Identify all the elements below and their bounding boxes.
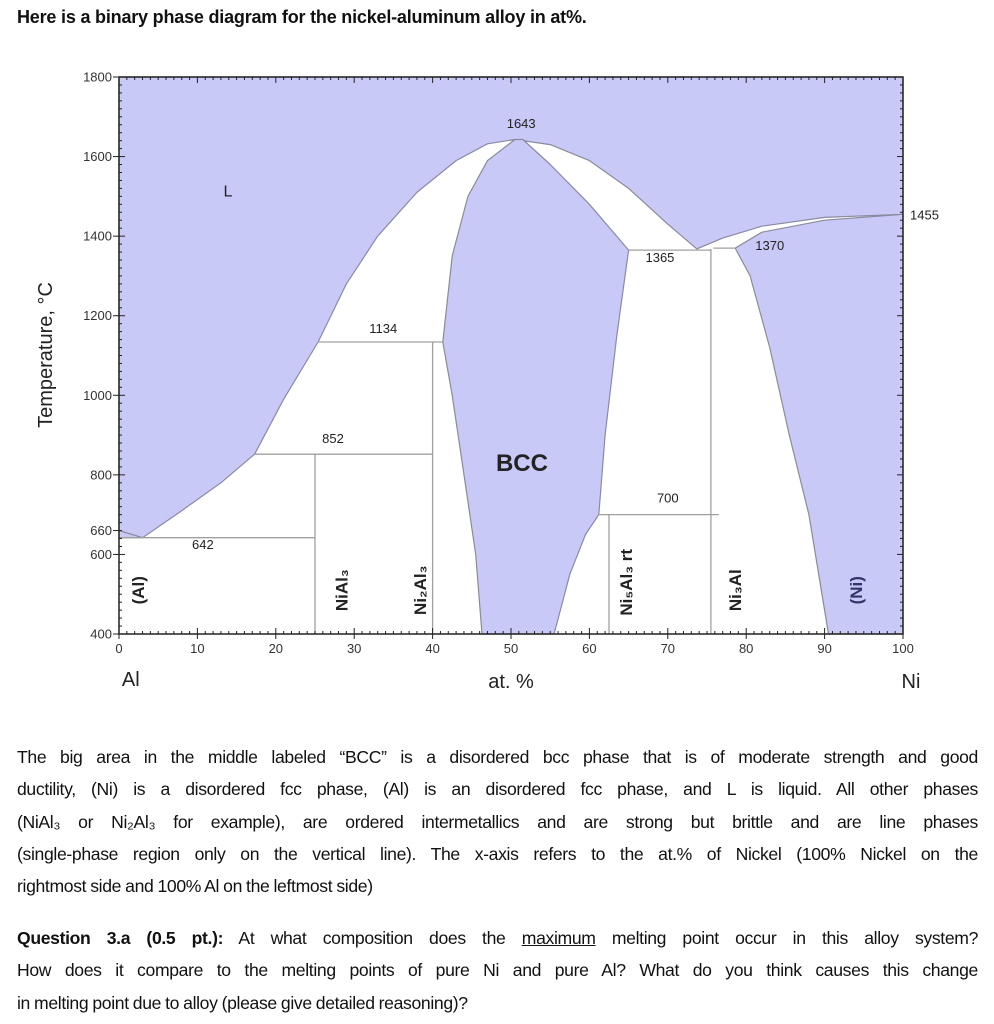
annotation-label: 1643 [507, 116, 536, 131]
annotation-label: L [224, 183, 233, 200]
x-right-label: Ni [902, 671, 921, 693]
phase-region-l [118, 76, 904, 539]
y-axis-label: Temperature, °C [35, 282, 57, 428]
ni-melting-point-label: 1455 [910, 207, 939, 222]
x-tick-label: 90 [817, 641, 831, 656]
phase-name-label: Ni₂Al₃ [411, 566, 430, 615]
x-tick-label: 50 [504, 641, 518, 656]
question-line: How does it compare to the melting point… [17, 960, 978, 981]
y-tick-label: 1400 [83, 229, 112, 244]
x-tick-label: 100 [892, 641, 914, 656]
question-text: At what composition does the [223, 928, 522, 948]
phase-region-bcc [442, 138, 630, 635]
annotation-label: 852 [322, 431, 344, 446]
y-tick-label: 1800 [83, 70, 112, 85]
y-tick-label: 800 [90, 467, 112, 482]
x-tick-label: 70 [661, 641, 675, 656]
underlined-word: maximum [521, 928, 596, 948]
x-tick-label: 60 [582, 641, 596, 656]
x-axis-label: at. % [488, 671, 534, 693]
paragraph-line: (single-phase region only on the vertica… [17, 843, 978, 864]
annotation-label: 1365 [645, 250, 674, 265]
question-text: melting point occur in this alloy system… [595, 928, 979, 948]
question-paragraph: Question 3.a (0.5 pt.): At what composit… [17, 922, 978, 1019]
phase-name-label: (Ni) [847, 576, 866, 604]
y-tick-label: 400 [90, 627, 112, 642]
annotation-label: 642 [192, 537, 214, 552]
annotation-label: 700 [657, 491, 679, 506]
paragraph-line: rightmost side and 100% Al on the leftmo… [17, 876, 373, 897]
description-paragraph: The big area in the middle labeled “BCC”… [17, 741, 978, 902]
question-label: Question 3.a (0.5 pt.): [17, 928, 224, 948]
paragraph-line: ductility, (Ni) is a disordered fcc phas… [17, 779, 978, 800]
x-tick-label: 30 [347, 641, 361, 656]
x-tick-label: 20 [269, 641, 283, 656]
y-tick-label: 600 [90, 547, 112, 562]
annotation-label: 1370 [755, 238, 784, 253]
phase-diagram: 0 10 20 30 40 50 60 70 80 90 100 400 600 660 800 1000 12… [35, 70, 939, 694]
paragraph-line: The big area in the middle labeled “BCC”… [17, 747, 978, 767]
annotation-label: BCC [496, 450, 548, 477]
y-tick-label: 1600 [83, 149, 112, 164]
x-left-label: Al [122, 669, 140, 691]
question-line: Question 3.a (0.5 pt.): At what composit… [17, 922, 978, 954]
x-tick-label: 40 [425, 641, 439, 656]
annotation-label: 1134 [369, 321, 397, 336]
phase-name-label: Ni₃Al [726, 569, 745, 611]
phase-name-label: NiAl₃ [333, 569, 352, 611]
phase-name-label: (Al) [129, 576, 148, 604]
y-tick-label: 660 [90, 523, 112, 538]
page-title: Here is a binary phase diagram for the n… [17, 7, 587, 27]
x-tick-label: 0 [115, 641, 122, 656]
paragraph-line: (NiAl₃ or Ni₂Al₃ for example), are order… [17, 811, 978, 832]
x-tick-label: 10 [190, 641, 204, 656]
question-line: in melting point due to alloy (please gi… [17, 992, 468, 1013]
phase-name-label: Ni₅Al₃ rt [617, 549, 636, 616]
x-tick-label: 80 [739, 641, 753, 656]
y-tick-label: 1000 [83, 388, 112, 403]
y-tick-label: 1200 [83, 308, 112, 323]
